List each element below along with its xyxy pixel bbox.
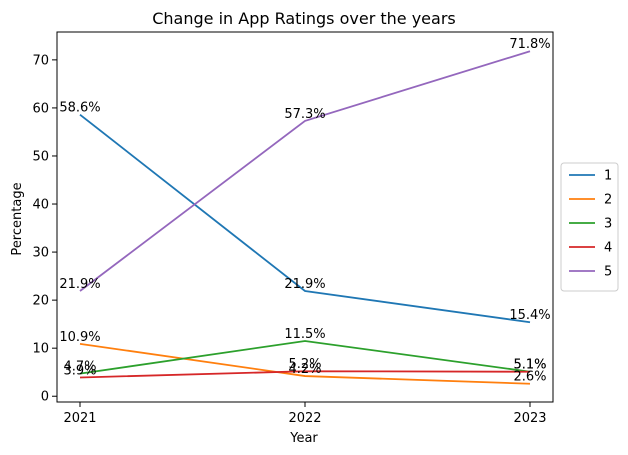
legend: 1 2 3 4 5 (560, 162, 619, 292)
data-label-5-2022: 57.3% (284, 107, 325, 122)
series-line-5 (79, 50, 531, 292)
x-tick-label-2023: 2023 (513, 411, 546, 426)
series-line-4 (79, 370, 531, 379)
plot-area: 58.6% 21.9% 15.4% 10.9% 4.2% 2.6% 4.7% 11.5% 5.1… (59, 37, 550, 385)
y-axis-title: Percentage (10, 182, 25, 255)
data-label-1-2023: 15.4% (509, 308, 550, 323)
data-label-3-2021: 4.7% (63, 360, 96, 375)
y-tick-label-20: 20 (32, 294, 49, 309)
y-tick-label-60: 60 (32, 101, 49, 116)
data-label-5-2021: 21.9% (59, 277, 100, 292)
y-tick-label-50: 50 (32, 149, 49, 164)
data-label-5-2023: 71.8% (509, 37, 550, 52)
legend-label-4: 4 (604, 241, 612, 256)
x-tick-label-2021: 2021 (63, 411, 96, 426)
y-tick-label-70: 70 (32, 53, 49, 68)
data-label-2-2022: 4.2% (288, 362, 321, 377)
series-line-2 (79, 342, 531, 385)
y-tick-label-40: 40 (32, 198, 49, 213)
x-tick-label-2022: 2022 (288, 411, 321, 426)
legend-label-3: 3 (604, 217, 612, 232)
data-label-4-2023: 5.1% (513, 358, 546, 373)
legend-label-1: 1 (604, 169, 612, 184)
series-line-3 (79, 340, 531, 375)
data-label-1-2022: 21.9% (284, 277, 325, 292)
axes: 2021 2022 2023 0 10 20 30 40 50 60 70 (32, 53, 546, 426)
y-tick-label-30: 30 (32, 246, 49, 261)
data-label-1-2021: 58.6% (59, 101, 100, 116)
y-tick-label-0: 0 (41, 390, 49, 405)
y-tick-label-10: 10 (32, 342, 49, 357)
legend-label-2: 2 (604, 193, 612, 208)
legend-box (560, 162, 619, 292)
series-line-1 (79, 113, 531, 324)
data-label-2-2023: 2.6% (513, 370, 546, 385)
plot-frame (56, 31, 554, 403)
x-axis-title: Year (289, 431, 318, 446)
data-label-4-2021: 3.9% (63, 363, 96, 378)
data-label-3-2022: 11.5% (284, 327, 325, 342)
legend-label-5: 5 (604, 265, 612, 280)
data-label-3-2023: 5.1% (513, 358, 546, 373)
data-label-4-2022: 5.2% (288, 357, 321, 372)
data-label-2-2021: 10.9% (59, 330, 100, 345)
chart-title: Change in App Ratings over the years (152, 9, 456, 28)
